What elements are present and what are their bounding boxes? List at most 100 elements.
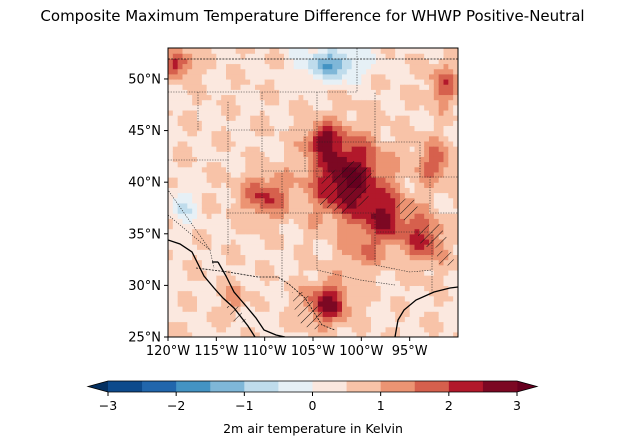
- field-cell: [240, 48, 246, 54]
- field-cell: [342, 109, 348, 116]
- field-cell: [361, 73, 367, 80]
- field-cell: [245, 269, 251, 276]
- field-cell: [274, 316, 280, 323]
- field-cell: [375, 130, 382, 137]
- field-cell: [255, 213, 261, 219]
- field-cell: [448, 187, 454, 194]
- field-cell: [429, 285, 435, 292]
- field-cell: [443, 218, 449, 225]
- field-cell: [375, 48, 382, 54]
- field-cell: [230, 213, 237, 219]
- field-cell: [264, 84, 271, 90]
- field-cell: [438, 63, 445, 70]
- field-cell: [182, 140, 188, 147]
- field-cell: [385, 290, 391, 297]
- field-cell: [313, 326, 319, 333]
- field-cell: [264, 53, 271, 59]
- field-cell: [206, 140, 213, 147]
- field-cell: [168, 306, 174, 312]
- field-cell: [182, 73, 188, 80]
- field-cell: [337, 140, 343, 147]
- field-cell: [346, 109, 353, 116]
- field-cell: [404, 125, 411, 132]
- field-cell: [438, 48, 445, 54]
- field-cell: [269, 275, 275, 281]
- field-cell: [414, 68, 420, 75]
- field-cell: [182, 120, 188, 127]
- field-cell: [288, 326, 295, 333]
- field-cell: [206, 73, 213, 80]
- field-cell: [424, 177, 430, 183]
- field-cell: [230, 207, 237, 214]
- field-cell: [226, 125, 232, 132]
- field-cell: [404, 182, 411, 188]
- field-cell: [192, 290, 198, 297]
- field-cell: [453, 269, 458, 276]
- field-cell: [259, 115, 266, 121]
- field-cell: [259, 109, 266, 116]
- field-cell: [380, 135, 387, 142]
- field-cell: [429, 202, 435, 209]
- field-cell: [453, 84, 458, 90]
- field-cell: [385, 99, 391, 106]
- field-cell: [259, 233, 266, 240]
- field-cell: [337, 94, 343, 101]
- field-cell: [390, 285, 396, 292]
- field-cell: [443, 182, 449, 188]
- field-cell: [216, 264, 222, 271]
- field-cell: [327, 280, 333, 286]
- field-cell: [197, 73, 203, 80]
- field-cell: [404, 99, 411, 106]
- field-cell: [259, 73, 266, 80]
- field-cell: [192, 135, 198, 142]
- field-cell: [284, 99, 290, 106]
- field-cell: [424, 275, 430, 281]
- field-cell: [322, 78, 329, 85]
- field-cell: [395, 73, 401, 80]
- field-cell: [221, 156, 227, 163]
- field-cell: [361, 331, 367, 337]
- field-cell: [419, 84, 425, 90]
- field-cell: [433, 269, 440, 276]
- field-cell: [288, 197, 295, 204]
- field-cell: [375, 244, 382, 250]
- field-cell: [337, 58, 343, 65]
- field-cell: [240, 197, 246, 204]
- field-cell: [361, 290, 367, 297]
- field-cell: [356, 321, 362, 328]
- field-cell: [371, 161, 377, 168]
- field-cell: [168, 182, 174, 188]
- field-cell: [400, 238, 406, 245]
- field-cell: [371, 197, 377, 204]
- field-cell: [250, 290, 256, 297]
- field-cell: [332, 146, 338, 152]
- field-cell: [298, 321, 304, 328]
- field-cell: [356, 94, 362, 101]
- field-cell: [390, 213, 396, 219]
- field-cell: [322, 171, 329, 178]
- field-cell: [438, 99, 445, 106]
- field-cell: [409, 68, 416, 75]
- field-cell: [255, 177, 261, 183]
- field-cell: [201, 316, 208, 323]
- field-cell: [284, 68, 290, 75]
- field-cell: [438, 171, 445, 178]
- field-cell: [279, 321, 285, 328]
- field-cell: [230, 187, 237, 194]
- field-cell: [327, 120, 333, 127]
- field-cell: [409, 275, 416, 281]
- field-cell: [414, 321, 420, 328]
- field-cell: [371, 249, 377, 256]
- field-cell: [206, 197, 213, 204]
- field-cell: [211, 228, 217, 235]
- field-cell: [264, 135, 271, 142]
- field-cell: [221, 125, 227, 132]
- field-cell: [424, 285, 430, 292]
- field-cell: [182, 197, 188, 204]
- field-cell: [366, 115, 372, 121]
- field-cell: [429, 130, 435, 137]
- field-cell: [230, 99, 237, 106]
- field-cell: [211, 151, 217, 157]
- field-cell: [380, 254, 387, 261]
- field-cell: [438, 207, 445, 214]
